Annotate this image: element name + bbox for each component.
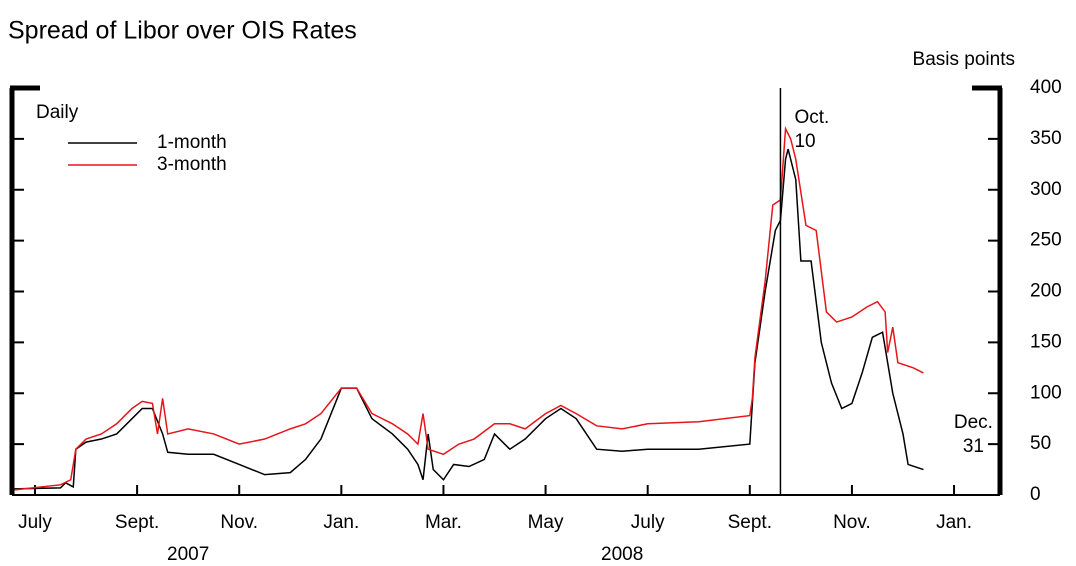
y-tick-label: 350: [1030, 128, 1062, 149]
y-tick-label: 0: [1030, 484, 1041, 505]
x-tick-label: Mar.: [425, 512, 462, 533]
x-tick-label: Jan.: [323, 512, 359, 533]
legend-label: 3-month: [157, 154, 227, 175]
annotation: Dec.: [954, 412, 993, 433]
y-tick-label: 50: [1030, 433, 1051, 454]
y-tick-label: 300: [1030, 179, 1062, 200]
line-series: [14, 148, 924, 490]
chart-title: Spread of Libor over OIS Rates: [8, 17, 357, 45]
legend-label: 1-month: [157, 132, 227, 153]
y-tick-label: 200: [1030, 281, 1062, 302]
x-tick-label: Sept.: [728, 512, 772, 533]
x-tick-label: Sept.: [115, 512, 159, 533]
year-label: 2008: [601, 544, 643, 565]
y-tick-label: 400: [1030, 77, 1062, 98]
annotation: Oct.: [794, 107, 829, 128]
x-tick-label: Nov.: [833, 512, 871, 533]
x-tick-label: July: [18, 512, 52, 533]
annotation: 10: [794, 131, 815, 152]
y-axis-label: Basis points: [913, 49, 1015, 70]
year-label: 2007: [167, 544, 209, 565]
x-tick-label: May: [528, 512, 564, 533]
legend-title: Daily: [36, 102, 79, 123]
y-tick-label: 150: [1030, 331, 1062, 352]
x-tick-label: Nov.: [220, 512, 258, 533]
y-tick-label: 250: [1030, 230, 1062, 251]
x-tick-label: July: [631, 512, 665, 533]
annotation: 31: [963, 436, 984, 457]
x-tick-label: Jan.: [936, 512, 972, 533]
y-tick-label: 100: [1030, 382, 1062, 403]
line-series: [14, 125, 924, 491]
